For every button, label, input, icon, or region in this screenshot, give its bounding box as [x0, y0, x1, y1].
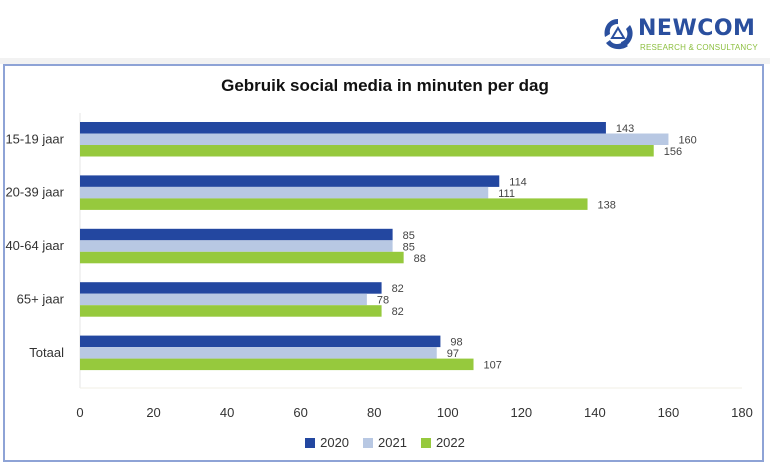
header-band — [0, 0, 770, 58]
data-label: 107 — [484, 360, 502, 372]
legend-label: 2021 — [378, 435, 407, 450]
bar-2020 — [80, 175, 500, 187]
category-label: Totaal — [29, 345, 64, 360]
data-label: 85 — [403, 230, 415, 242]
bar-2022 — [80, 305, 382, 317]
bar-2020 — [80, 122, 606, 134]
data-label: 138 — [598, 199, 616, 211]
x-tick-label: 120 — [510, 405, 532, 420]
bar-2020 — [80, 282, 382, 294]
data-label: 88 — [414, 253, 426, 265]
newcom-logo: NEWCOM RESEARCH & CONSULTANCY — [600, 16, 770, 56]
data-label: 85 — [403, 241, 415, 253]
x-tick-label: 180 — [731, 405, 753, 420]
chart-title: Gebruik social media in minuten per dag — [221, 76, 549, 95]
x-tick-label: 40 — [220, 405, 234, 420]
bar-2022 — [80, 251, 404, 264]
bar-2021 — [80, 186, 489, 199]
legend-label: 2020 — [320, 435, 350, 450]
category-label: 20-39 jaar — [5, 185, 64, 200]
data-label: 97 — [447, 348, 459, 360]
legend-swatch — [420, 437, 431, 448]
legend-item-2020: 2020 — [305, 435, 349, 450]
bar-2021 — [80, 347, 437, 359]
bar-2021 — [80, 133, 669, 145]
x-tick-label: 60 — [293, 405, 307, 420]
bar-2022 — [80, 198, 588, 210]
legend-label: 2022 — [435, 435, 465, 450]
legend-item-2022: 2022 — [420, 435, 465, 450]
legend-item-2021: 2021 — [363, 435, 407, 450]
bar-2020 — [80, 228, 393, 241]
x-tick-label: 100 — [437, 405, 459, 420]
brand-tagline: RESEARCH & CONSULTANCY — [640, 43, 758, 52]
data-label: 156 — [664, 146, 682, 158]
x-tick-label: 160 — [658, 405, 680, 420]
brand-name: NEWCOM — [638, 16, 756, 41]
separator — [0, 58, 770, 64]
data-label: 82 — [392, 283, 404, 295]
category-label: 15-19 jaar — [5, 131, 64, 146]
bar-2020 — [80, 335, 441, 348]
legend-swatch — [363, 437, 374, 448]
x-tick-label: 20 — [146, 405, 160, 420]
data-label: 111 — [498, 188, 515, 200]
newcom-logo-icon — [604, 19, 633, 50]
data-label: 114 — [509, 176, 527, 188]
x-tick-label: 80 — [367, 405, 381, 420]
bar-2021 — [80, 293, 367, 306]
data-label: 143 — [616, 123, 634, 135]
chart-legend: 2020 2021 2022 — [0, 435, 770, 450]
x-tick-label: 140 — [584, 405, 606, 420]
x-tick-label: 0 — [76, 405, 83, 420]
category-label: 40-64 jaar — [5, 238, 64, 253]
legend-swatch — [305, 437, 316, 448]
data-label: 78 — [377, 295, 389, 307]
bar-2021 — [80, 240, 393, 252]
bar-2022 — [80, 358, 474, 371]
data-label: 82 — [392, 306, 404, 318]
category-label: 65+ jaar — [17, 291, 65, 306]
data-label: 98 — [450, 337, 462, 349]
bar-2022 — [80, 145, 654, 157]
data-label: 160 — [678, 135, 696, 147]
